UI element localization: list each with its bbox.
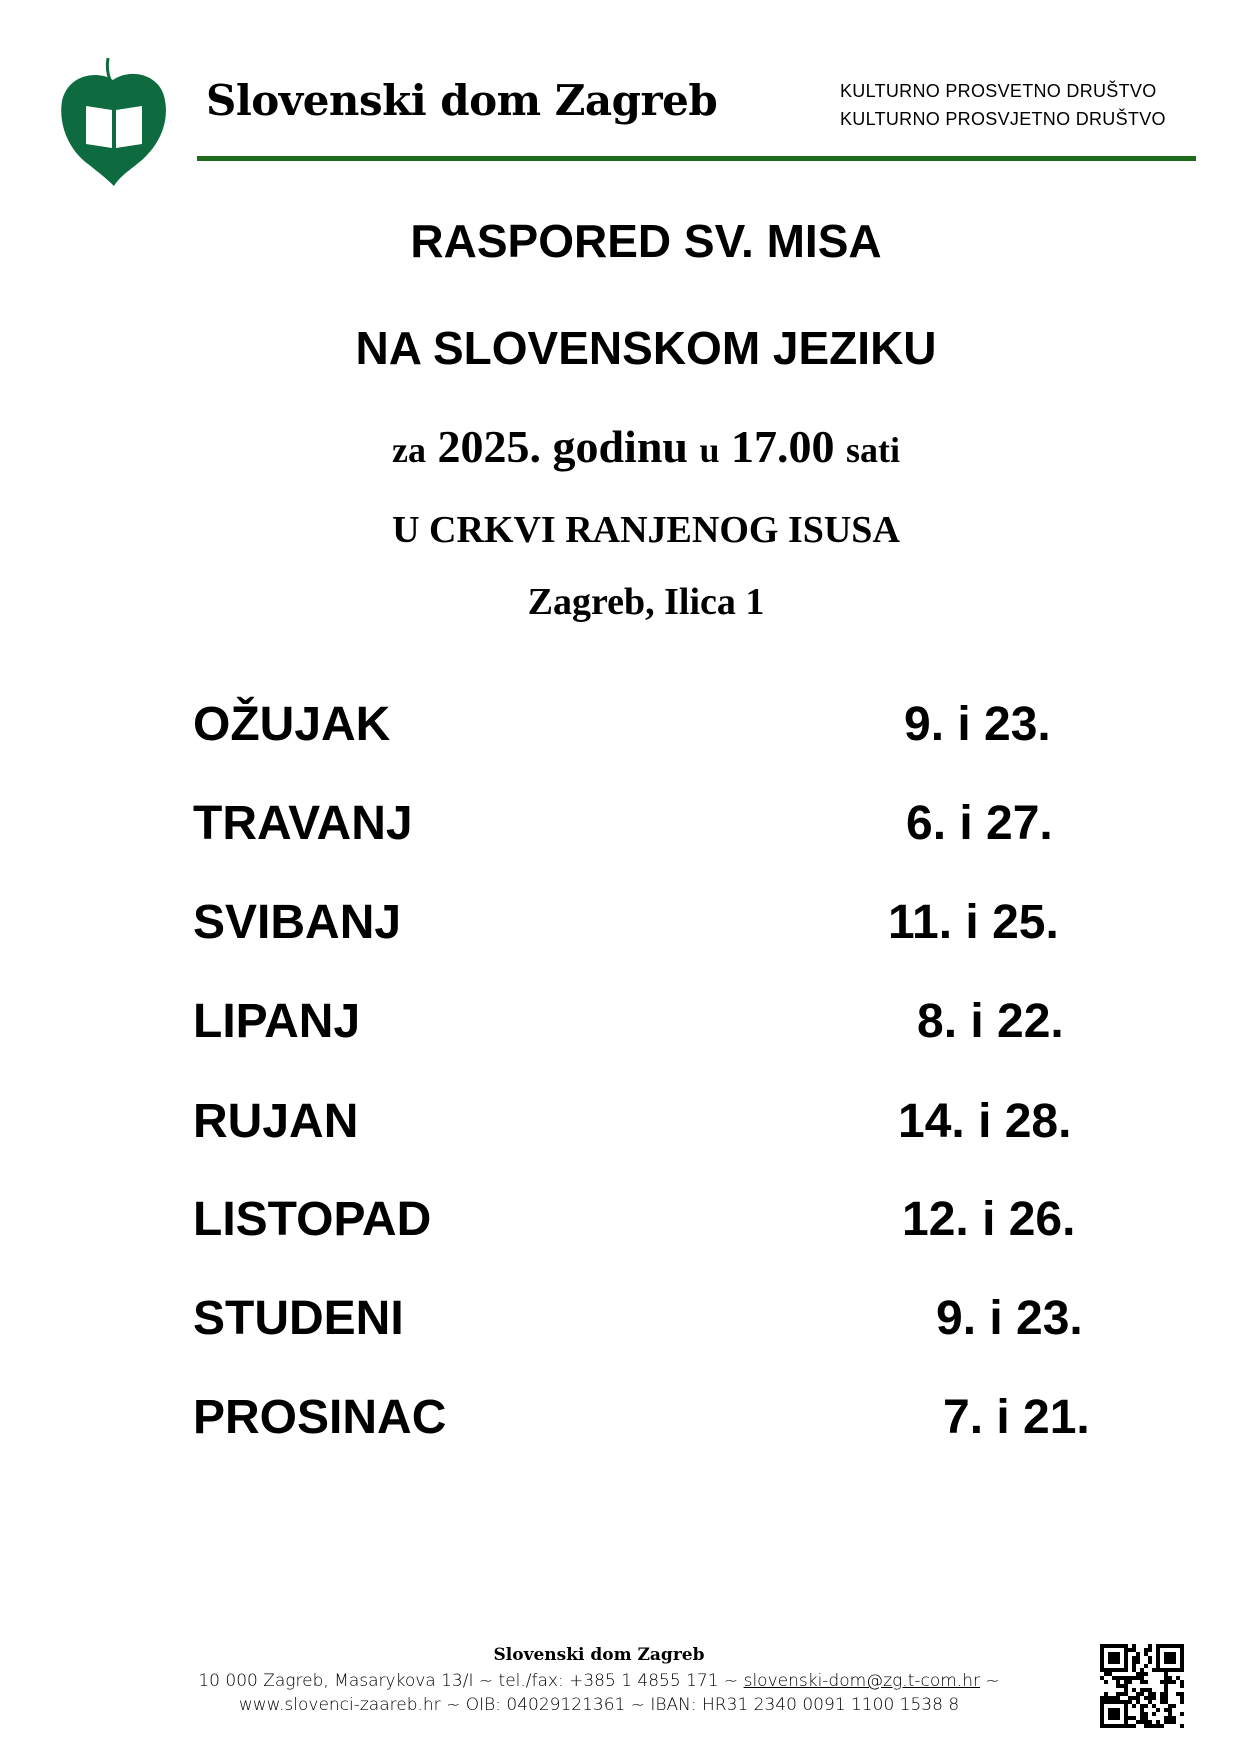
footer-address-phone: 10 000 Zagreb, Masarykova 13/I ~ tel./fa… [198, 1671, 744, 1691]
footer-contact: 10 000 Zagreb, Masarykova 13/I ~ tel./fa… [0, 1671, 1198, 1691]
month-label: LIPANJ [193, 995, 361, 1048]
time-text: 17.00 [731, 421, 835, 472]
mass-dates: 11. i 25. [888, 896, 1059, 949]
tagline-croatian: KULTURNO PROSVJETNO DRUŠTVO [840, 109, 1166, 129]
title-line2: NA SLOVENSKOM JEZIKU [355, 322, 937, 374]
mass-dates: 8. i 22. [917, 995, 1064, 1048]
month-label: STUDENI [193, 1292, 404, 1345]
month-label: LISTOPAD [193, 1193, 432, 1246]
footer-sep: ~ [979, 1671, 1000, 1691]
month-label: PROSINAC [193, 1391, 447, 1444]
mass-dates: 12. i 26. [902, 1193, 1076, 1246]
brand-name: Slovenski dom Zagreb [206, 76, 718, 125]
qr-code [1100, 1644, 1184, 1728]
header-divider [197, 156, 1196, 161]
footer-email-link[interactable]: slovenski-dom@zg.t-com.hr [743, 1671, 980, 1691]
month-label: RUJAN [193, 1095, 359, 1148]
leaf-book-logo [61, 57, 166, 186]
year-time-line: za 2025. godinu u 17.00 sati [0, 420, 1241, 473]
month-label: TRAVANJ [193, 797, 413, 850]
month-label: SVIBANJ [193, 896, 402, 949]
tagline-slovene: KULTURNO PROSVETNO DRUŠTVO [840, 81, 1157, 101]
mass-dates: 14. i 28. [898, 1095, 1072, 1148]
mass-dates: 7. i 21. [943, 1391, 1090, 1444]
church-address: Zagreb, Ilica 1 [527, 581, 765, 623]
church-name: U CRKVI RANJENOG ISUSA [392, 509, 900, 551]
sati-text: sati [846, 430, 901, 470]
mass-dates: 9. i 23. [904, 698, 1051, 751]
year-text: 2025. godinu [437, 421, 688, 472]
footer-web-oib-iban: www.slovenci-zaareb.hr ~ OIB: 0402912136… [238, 1695, 960, 1715]
u-text: u [699, 430, 720, 470]
footer-name: Slovenski dom Zagreb [493, 1645, 705, 1665]
za-text: za [391, 430, 426, 470]
title-line1: RASPORED SV. MISA [410, 215, 882, 267]
mass-dates: 6. i 27. [906, 797, 1053, 850]
mass-dates: 9. i 23. [936, 1292, 1083, 1345]
month-label: OŽUJAK [193, 698, 391, 751]
